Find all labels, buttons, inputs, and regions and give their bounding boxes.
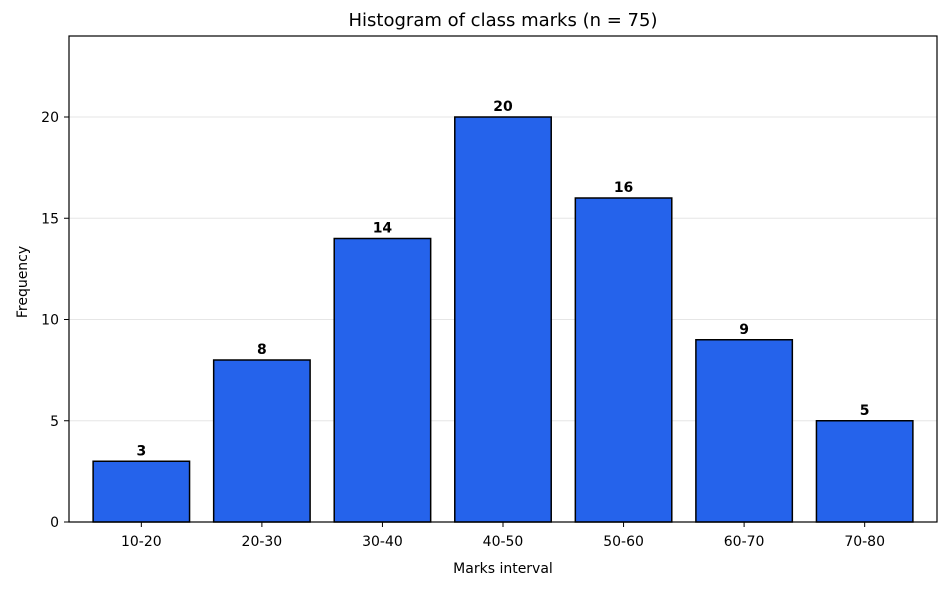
x-tick-label-30-40: 30-40	[362, 534, 403, 550]
x-axis-label: Marks interval	[453, 561, 553, 577]
data-label-60-70: 9	[739, 322, 749, 338]
data-label-70-80: 5	[860, 403, 870, 419]
x-tick-label-70-80: 70-80	[844, 534, 885, 550]
y-axis-label: Frequency	[15, 246, 31, 318]
x-tick-label-60-70: 60-70	[724, 534, 765, 550]
bar-20-30	[212, 359, 311, 523]
x-tick-label-10-20: 10-20	[121, 534, 162, 550]
data-label-10-20: 3	[136, 443, 146, 459]
y-tick-label-5: 5	[50, 414, 59, 430]
bar-10-20	[92, 460, 191, 523]
data-label-30-40: 14	[373, 221, 393, 237]
chart-title: Histogram of class marks (n = 75)	[349, 10, 658, 31]
bar-50-60	[574, 197, 673, 523]
bars	[92, 116, 914, 523]
bar-40-50	[454, 116, 552, 523]
x-tick-label-20-30: 20-30	[242, 534, 283, 550]
data-label-40-50: 20	[493, 99, 513, 115]
y-tick-label-20: 20	[41, 110, 59, 126]
data-labels: 3 8 14 20 16 9 5	[136, 99, 869, 459]
y-tick-label-15: 15	[41, 211, 59, 227]
bar-60-70	[695, 339, 794, 523]
y-tick-label-10: 10	[41, 313, 59, 329]
x-tick-label-50-60: 50-60	[603, 534, 644, 550]
axes: 10-20 20-30 30-40 40-50 50-60 60-70 70-80 0 5 10 1…	[41, 35, 938, 550]
y-tick-label-0: 0	[50, 515, 59, 531]
plot-frame	[68, 35, 938, 523]
data-label-50-60: 16	[614, 180, 633, 196]
bar-30-40	[333, 237, 432, 523]
bar-70-80	[815, 420, 914, 523]
x-tick-label-40-50: 40-50	[483, 534, 524, 550]
data-label-20-30: 8	[257, 342, 267, 358]
